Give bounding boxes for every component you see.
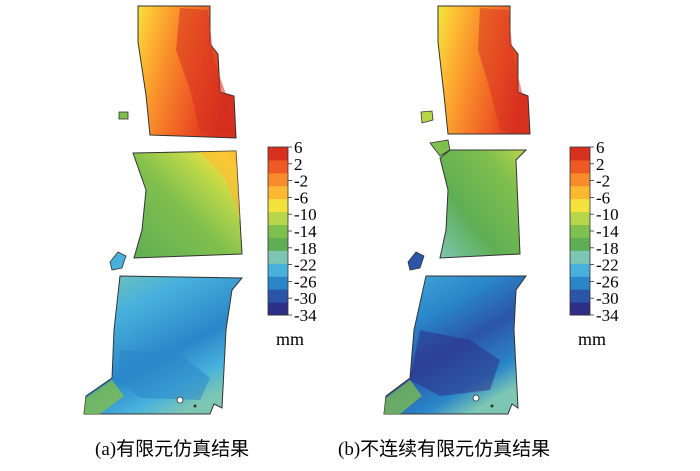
colorbar-a-band: [268, 159, 288, 174]
colorbar-a-tick-label: -22: [294, 256, 317, 275]
colorbar-a-tick-label: -10: [294, 205, 317, 224]
colorbar-a-band: [268, 172, 288, 187]
colorbar-b-band: [570, 147, 590, 161]
colorbar-a-band: [268, 185, 288, 200]
colorbar-b-band: [570, 198, 590, 213]
colorbar-a-tick-label: -18: [294, 239, 317, 258]
colorbar-a-tick-label: -14: [294, 222, 317, 241]
colorbar-a-band: [268, 250, 288, 264]
colorbar-b-unit: mm: [578, 329, 606, 349]
panel-b-side-piece: [407, 251, 425, 271]
colorbar-b-band: [570, 237, 590, 251]
colorbar-a-tick-label: -34: [294, 306, 317, 325]
colorbar-b-band: [570, 224, 590, 238]
colorbar-a-tick-label: -30: [294, 289, 317, 308]
colorbar-a-band: [268, 147, 288, 161]
colorbar-a-tick-label: -6: [294, 188, 308, 207]
colorbar-a-unit: mm: [276, 329, 304, 349]
panel-a-side-piece: [109, 251, 127, 271]
colorbar-a-band: [268, 211, 288, 226]
colorbar-b-tick-label: 6: [596, 138, 605, 157]
colorbar-b-band: [570, 289, 590, 303]
caption-panel-a: (a)有限元仿真结果: [95, 439, 250, 460]
colorbar-b-tick-label: -34: [596, 306, 619, 325]
colorbar-a-tick-label: -2: [294, 172, 308, 191]
colorbar-a-band: [268, 263, 288, 277]
colorbar-b-tick-label: -10: [596, 205, 619, 224]
colorbar-b-band: [570, 276, 590, 290]
colorbar-a-band: [268, 302, 288, 316]
panel-b-middle-block: [439, 149, 528, 259]
colorbar-a-band: [268, 289, 288, 303]
caption-panel-b: (b)不连续有限元仿真结果: [338, 439, 551, 460]
colorbar-a-tick-label: -26: [294, 272, 317, 291]
colorbar-a-tick-label: 6: [294, 138, 303, 157]
colorbar-b-tick-label: 2: [596, 155, 605, 174]
panel-a-model: [83, 5, 244, 415]
colorbar-b-band: [570, 250, 590, 264]
colorbar-b-tick-label: -26: [596, 272, 619, 291]
colorbar-b-band: [570, 302, 590, 316]
colorbar-b-tick-label: -22: [596, 256, 619, 275]
colorbar-b-tick-label: -6: [596, 188, 610, 207]
panel-b-model: [383, 5, 531, 415]
colorbar-b-band: [570, 185, 590, 200]
panel-b-small-tab: [420, 110, 434, 124]
colorbar-b-band: [570, 172, 590, 187]
colorbar-b-tick-label: -18: [596, 239, 619, 258]
colorbar-b-tick-label: -2: [596, 172, 610, 191]
colorbar-b-band: [570, 211, 590, 226]
colorbar-b-band: [570, 159, 590, 174]
colorbar-a-band: [268, 224, 288, 238]
colorbar-b: 62-2-6-10-14-18-22-26-30-34 mm: [569, 138, 619, 349]
colorbar-a: 62-2-6-10-14-18-22-26-30-34 mm: [267, 138, 317, 349]
colorbar-a-band: [268, 276, 288, 290]
colorbar-a-band: [268, 237, 288, 251]
colorbar-b-tick-label: -14: [596, 222, 619, 241]
panel-a-small-tab: [118, 111, 129, 120]
colorbar-a-band: [268, 198, 288, 213]
colorbar-b-band: [570, 263, 590, 277]
colorbar-a-tick-label: 2: [294, 155, 303, 174]
colorbar-b-tick-label: -30: [596, 289, 619, 308]
